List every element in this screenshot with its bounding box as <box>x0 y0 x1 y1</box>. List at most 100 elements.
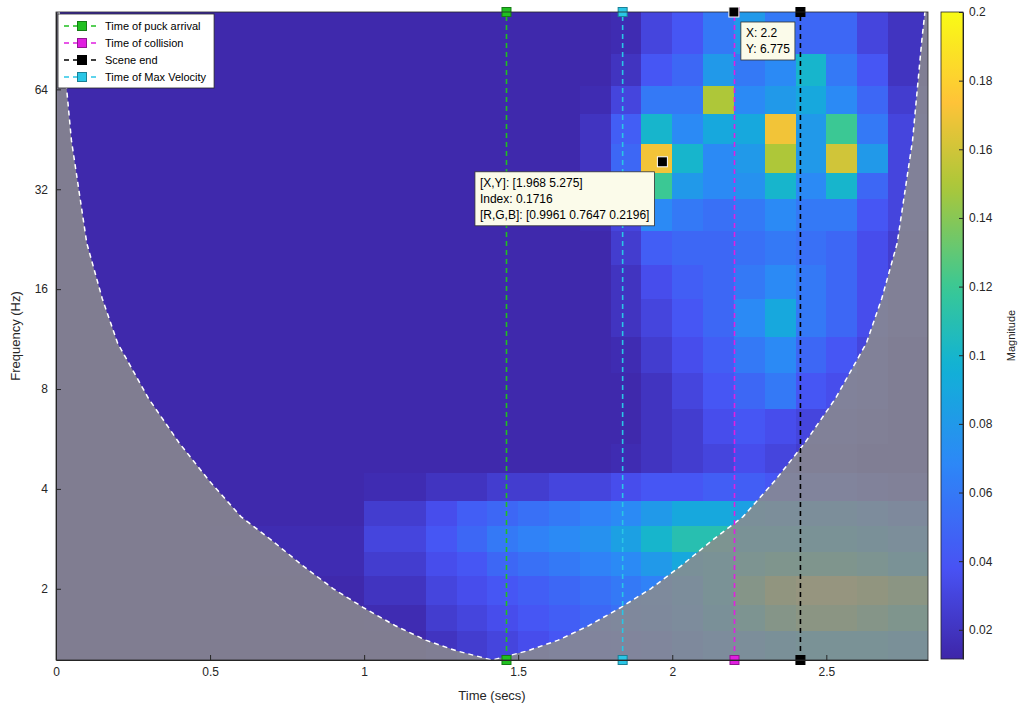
heatmap-cell <box>426 500 457 526</box>
heatmap-cell <box>580 114 611 144</box>
heatmap-cell <box>210 172 365 199</box>
heatmap-cell <box>580 500 611 526</box>
tick: 16 <box>35 282 61 296</box>
heatmap-cell <box>487 85 518 115</box>
heatmap-cell <box>826 114 857 144</box>
heatmap-cell <box>549 526 580 552</box>
heatmap-cell <box>426 54 457 86</box>
heatmap-cell <box>580 551 611 576</box>
heatmap-cell <box>580 264 611 299</box>
heatmap-cell <box>641 472 672 501</box>
heatmap-cell <box>703 408 734 443</box>
heatmap-cell <box>487 12 518 54</box>
heatmap-cell <box>703 143 734 173</box>
tick-mark <box>959 355 963 356</box>
heatmap-cell <box>611 85 642 115</box>
heatmap-cell <box>549 575 580 605</box>
tick: 32 <box>35 183 61 197</box>
heatmap-cell <box>364 575 426 605</box>
heatmap-cell <box>672 526 703 552</box>
heatmap-cell <box>765 337 796 373</box>
legend-label: Time of collision <box>105 37 183 49</box>
x-axis-title: Time (secs) <box>458 688 525 703</box>
tick: 0.08 <box>959 417 993 431</box>
tick-mark <box>959 561 963 562</box>
coi-line <box>59 12 925 660</box>
heatmap-cell <box>364 199 426 232</box>
heatmap-cell <box>611 500 642 526</box>
heatmap-cell <box>457 114 488 144</box>
heatmap-cell <box>765 199 796 232</box>
heatmap-cell <box>857 12 888 54</box>
event-line <box>622 12 624 660</box>
legend: Time of puck arrival Time of collision Sce… <box>58 14 214 88</box>
heatmap-cell <box>672 172 703 199</box>
heatmap-cell <box>549 372 580 409</box>
legend-label: Scene end <box>105 54 158 66</box>
heatmap-cell <box>611 337 642 373</box>
tick-mark <box>56 389 61 390</box>
heatmap-cell <box>56 85 211 115</box>
heatmap-cell <box>672 443 703 473</box>
heatmap-cell <box>487 408 518 443</box>
heatmap-cell <box>580 54 611 86</box>
heatmap-cell <box>426 604 457 631</box>
heatmap-cell <box>672 372 703 409</box>
heatmap-cell <box>826 298 857 337</box>
heatmap-cell <box>487 264 518 299</box>
tick-mark <box>826 655 827 660</box>
heatmap-cell <box>672 264 703 299</box>
tick-label: 64 <box>35 83 49 97</box>
heatmap-cell <box>703 264 734 299</box>
heatmap-cell <box>857 54 888 86</box>
heatmap-cell <box>210 85 365 115</box>
heatmap-cell <box>457 54 488 86</box>
tick-mark <box>56 589 61 590</box>
tick-label: 0.12 <box>969 280 993 294</box>
heatmap-cell <box>210 337 365 373</box>
heatmap-cell <box>734 199 765 232</box>
heatmap-cell <box>641 298 672 337</box>
heatmap-cell <box>734 372 765 409</box>
heatmap-cell <box>426 199 457 232</box>
tick-mark <box>210 655 211 660</box>
heatmap-cell <box>703 12 734 54</box>
heatmap-cell <box>457 472 488 501</box>
colorbar-title: Magnitude <box>1005 310 1017 361</box>
heatmap-cell <box>364 172 426 199</box>
heatmap-cell <box>672 143 703 173</box>
heatmap-cell <box>487 143 518 173</box>
heatmap-cell <box>487 443 518 473</box>
heatmap-cell <box>549 551 580 576</box>
heatmap-cell <box>518 298 549 337</box>
heatmap-cell <box>457 408 488 443</box>
heatmap-cell <box>734 231 765 265</box>
heatmap-cell <box>426 143 457 173</box>
heatmap-cell <box>641 372 672 409</box>
heatmap-cell <box>826 85 857 115</box>
heatmap-cell <box>210 143 365 173</box>
tick: 0.1 <box>959 349 986 363</box>
tick: 0.06 <box>959 486 993 500</box>
heatmap-cell <box>487 231 518 265</box>
heatmap-cell <box>857 85 888 115</box>
heatmap-cell <box>364 231 426 265</box>
heatmap-cell <box>518 551 549 576</box>
heatmap-cell <box>364 500 426 526</box>
tick: 2 <box>669 655 676 679</box>
heatmap-cell <box>426 443 457 473</box>
legend-marker <box>78 56 87 65</box>
heatmap-cell <box>765 298 796 337</box>
heatmap-cell <box>672 54 703 86</box>
heatmap-cell <box>210 12 365 54</box>
tick-mark <box>959 149 963 150</box>
heatmap-cell <box>641 337 672 373</box>
heatmap-cell <box>826 12 857 54</box>
heatmap-cell <box>364 114 426 144</box>
heatmap-cell <box>672 199 703 232</box>
heatmap-cell <box>518 372 549 409</box>
legend-entry: Time of puck arrival <box>64 20 201 32</box>
heatmap-cell <box>611 114 642 144</box>
data-tip-text: Y: 6.775 <box>746 42 790 56</box>
chart: 00.511.522.5248163264Time (secs)Frequenc… <box>0 0 1023 709</box>
